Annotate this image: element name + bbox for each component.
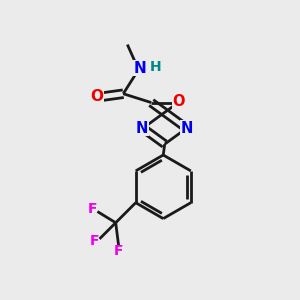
Text: N: N [181, 121, 193, 136]
Text: F: F [113, 244, 123, 258]
Text: O: O [90, 89, 103, 104]
Text: F: F [90, 234, 100, 248]
Text: N: N [136, 121, 148, 136]
Text: N: N [134, 61, 146, 76]
Text: F: F [88, 202, 98, 216]
Text: H: H [150, 60, 161, 74]
Text: O: O [172, 94, 185, 110]
